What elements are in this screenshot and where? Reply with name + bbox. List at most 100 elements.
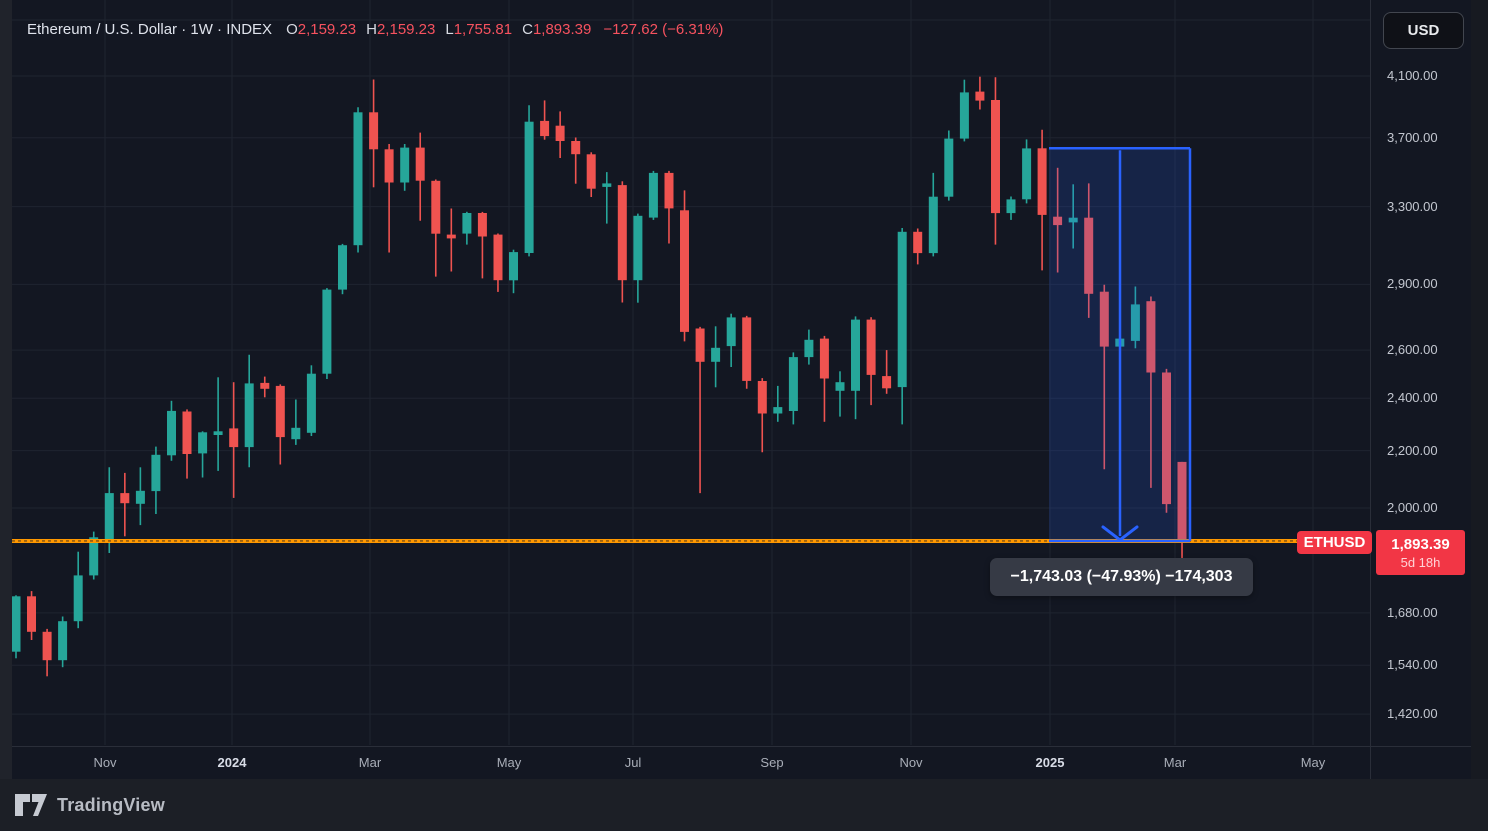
candle-body [400, 147, 410, 183]
candle-body [384, 149, 394, 183]
ohlc-O: O2,159.23 [286, 21, 356, 38]
candle-body [493, 234, 503, 281]
price-tick-label: 4,100.00 [1387, 68, 1438, 83]
candle-body [944, 138, 954, 197]
candle [291, 399, 301, 445]
candle-body [804, 339, 814, 358]
candle-body [135, 490, 145, 504]
candle [244, 354, 254, 468]
candle [804, 329, 814, 365]
time-tick-label: May [1300, 755, 1326, 770]
candle [1146, 296, 1156, 488]
candle-body [928, 196, 938, 254]
candlestick-series [11, 76, 1187, 677]
ohlc-H: H2,159.23 [366, 21, 435, 38]
candle [959, 79, 969, 142]
candle [104, 467, 114, 553]
candle-body [648, 172, 658, 218]
candle-body [213, 431, 223, 435]
candle-body [788, 357, 798, 411]
candlestick-chart[interactable] [0, 0, 1370, 745]
candle-body [819, 338, 829, 379]
candle-body [695, 328, 705, 362]
candle-body [431, 180, 441, 234]
candle [680, 190, 689, 342]
currency-toggle-button[interactable]: USD [1383, 12, 1464, 49]
candle-body [11, 596, 21, 652]
candle-body [524, 121, 534, 253]
candle [384, 144, 394, 253]
candle-body [462, 213, 472, 234]
candle-body [89, 537, 99, 576]
candle-body [151, 454, 161, 492]
price-axis[interactable]: 1,893.39 5d 18h 4,100.00 3,700.00 3,300.00… [1370, 0, 1488, 746]
price-range-measurement[interactable] [1049, 146, 1192, 543]
candle-body [275, 385, 285, 438]
price-line-symbol-label[interactable]: ETHUSD [1297, 531, 1372, 554]
candle-body [338, 245, 347, 290]
candle-body [757, 381, 767, 414]
candle [477, 211, 487, 279]
candle [602, 172, 612, 224]
time-tick-label: Mar [358, 755, 382, 770]
candle [773, 385, 783, 422]
change-value: −127.62 (−6.31%) [603, 20, 724, 38]
candle-body [182, 411, 192, 454]
candle-body [1084, 217, 1094, 294]
candle-body [1162, 372, 1171, 505]
candle [617, 181, 627, 303]
chart-legend[interactable]: Ethereum / U.S. Dollar · 1W · INDEX O2,1… [27, 18, 723, 40]
candle-body [104, 493, 114, 540]
candle-body [58, 621, 68, 661]
time-axis[interactable]: Nov 2024 Mar May Jul Sep Nov 2025 Mar May [0, 746, 1488, 780]
candle [991, 77, 1000, 245]
candle [1099, 284, 1109, 470]
candle [182, 409, 192, 479]
candle [151, 446, 161, 514]
ohlc-letter: H [366, 20, 377, 38]
tradingview-logo[interactable]: TradingView [14, 792, 165, 818]
candle-body [633, 215, 643, 281]
candle [73, 551, 83, 629]
ohlc-value: 1,755.81 [453, 20, 513, 38]
candle [664, 170, 674, 244]
candle-body [260, 382, 270, 389]
last-price-badge: 1,893.39 5d 18h [1376, 530, 1465, 575]
candle-body [602, 183, 612, 187]
candle [897, 228, 907, 425]
candle [788, 352, 798, 425]
candle [58, 616, 68, 668]
candle-body [322, 289, 332, 374]
candle-body [291, 427, 301, 440]
candle-body [866, 319, 876, 375]
candle [509, 249, 518, 294]
candle [633, 213, 643, 303]
candle [120, 472, 130, 537]
price-tick-label: 2,600.00 [1387, 342, 1438, 357]
measure-arrowhead-icon [1101, 525, 1139, 542]
candle-body [167, 410, 176, 456]
candle-body [680, 210, 689, 332]
candle-body [711, 347, 721, 362]
candle-body [306, 373, 316, 433]
window-edge [1471, 0, 1488, 779]
candle [89, 531, 99, 580]
candle-body [1006, 199, 1016, 214]
candle [1084, 183, 1094, 318]
candle-body [726, 317, 736, 347]
candle-body [1099, 291, 1109, 347]
candle [571, 137, 581, 184]
candle [835, 371, 845, 417]
candle-body [882, 376, 892, 389]
chart-pane[interactable] [0, 0, 1370, 745]
time-tick-label: Nov [899, 755, 923, 770]
candle-body [586, 154, 596, 189]
candle-body [1146, 301, 1156, 373]
candle [462, 211, 472, 245]
candle [42, 628, 52, 677]
price-tick-label: 2,000.00 [1387, 500, 1438, 515]
symbol-title: Ethereum / U.S. Dollar · 1W · INDEX [27, 20, 273, 38]
candle [167, 400, 176, 461]
candle-body [851, 319, 860, 391]
price-tick-label: 1,540.00 [1387, 657, 1438, 672]
